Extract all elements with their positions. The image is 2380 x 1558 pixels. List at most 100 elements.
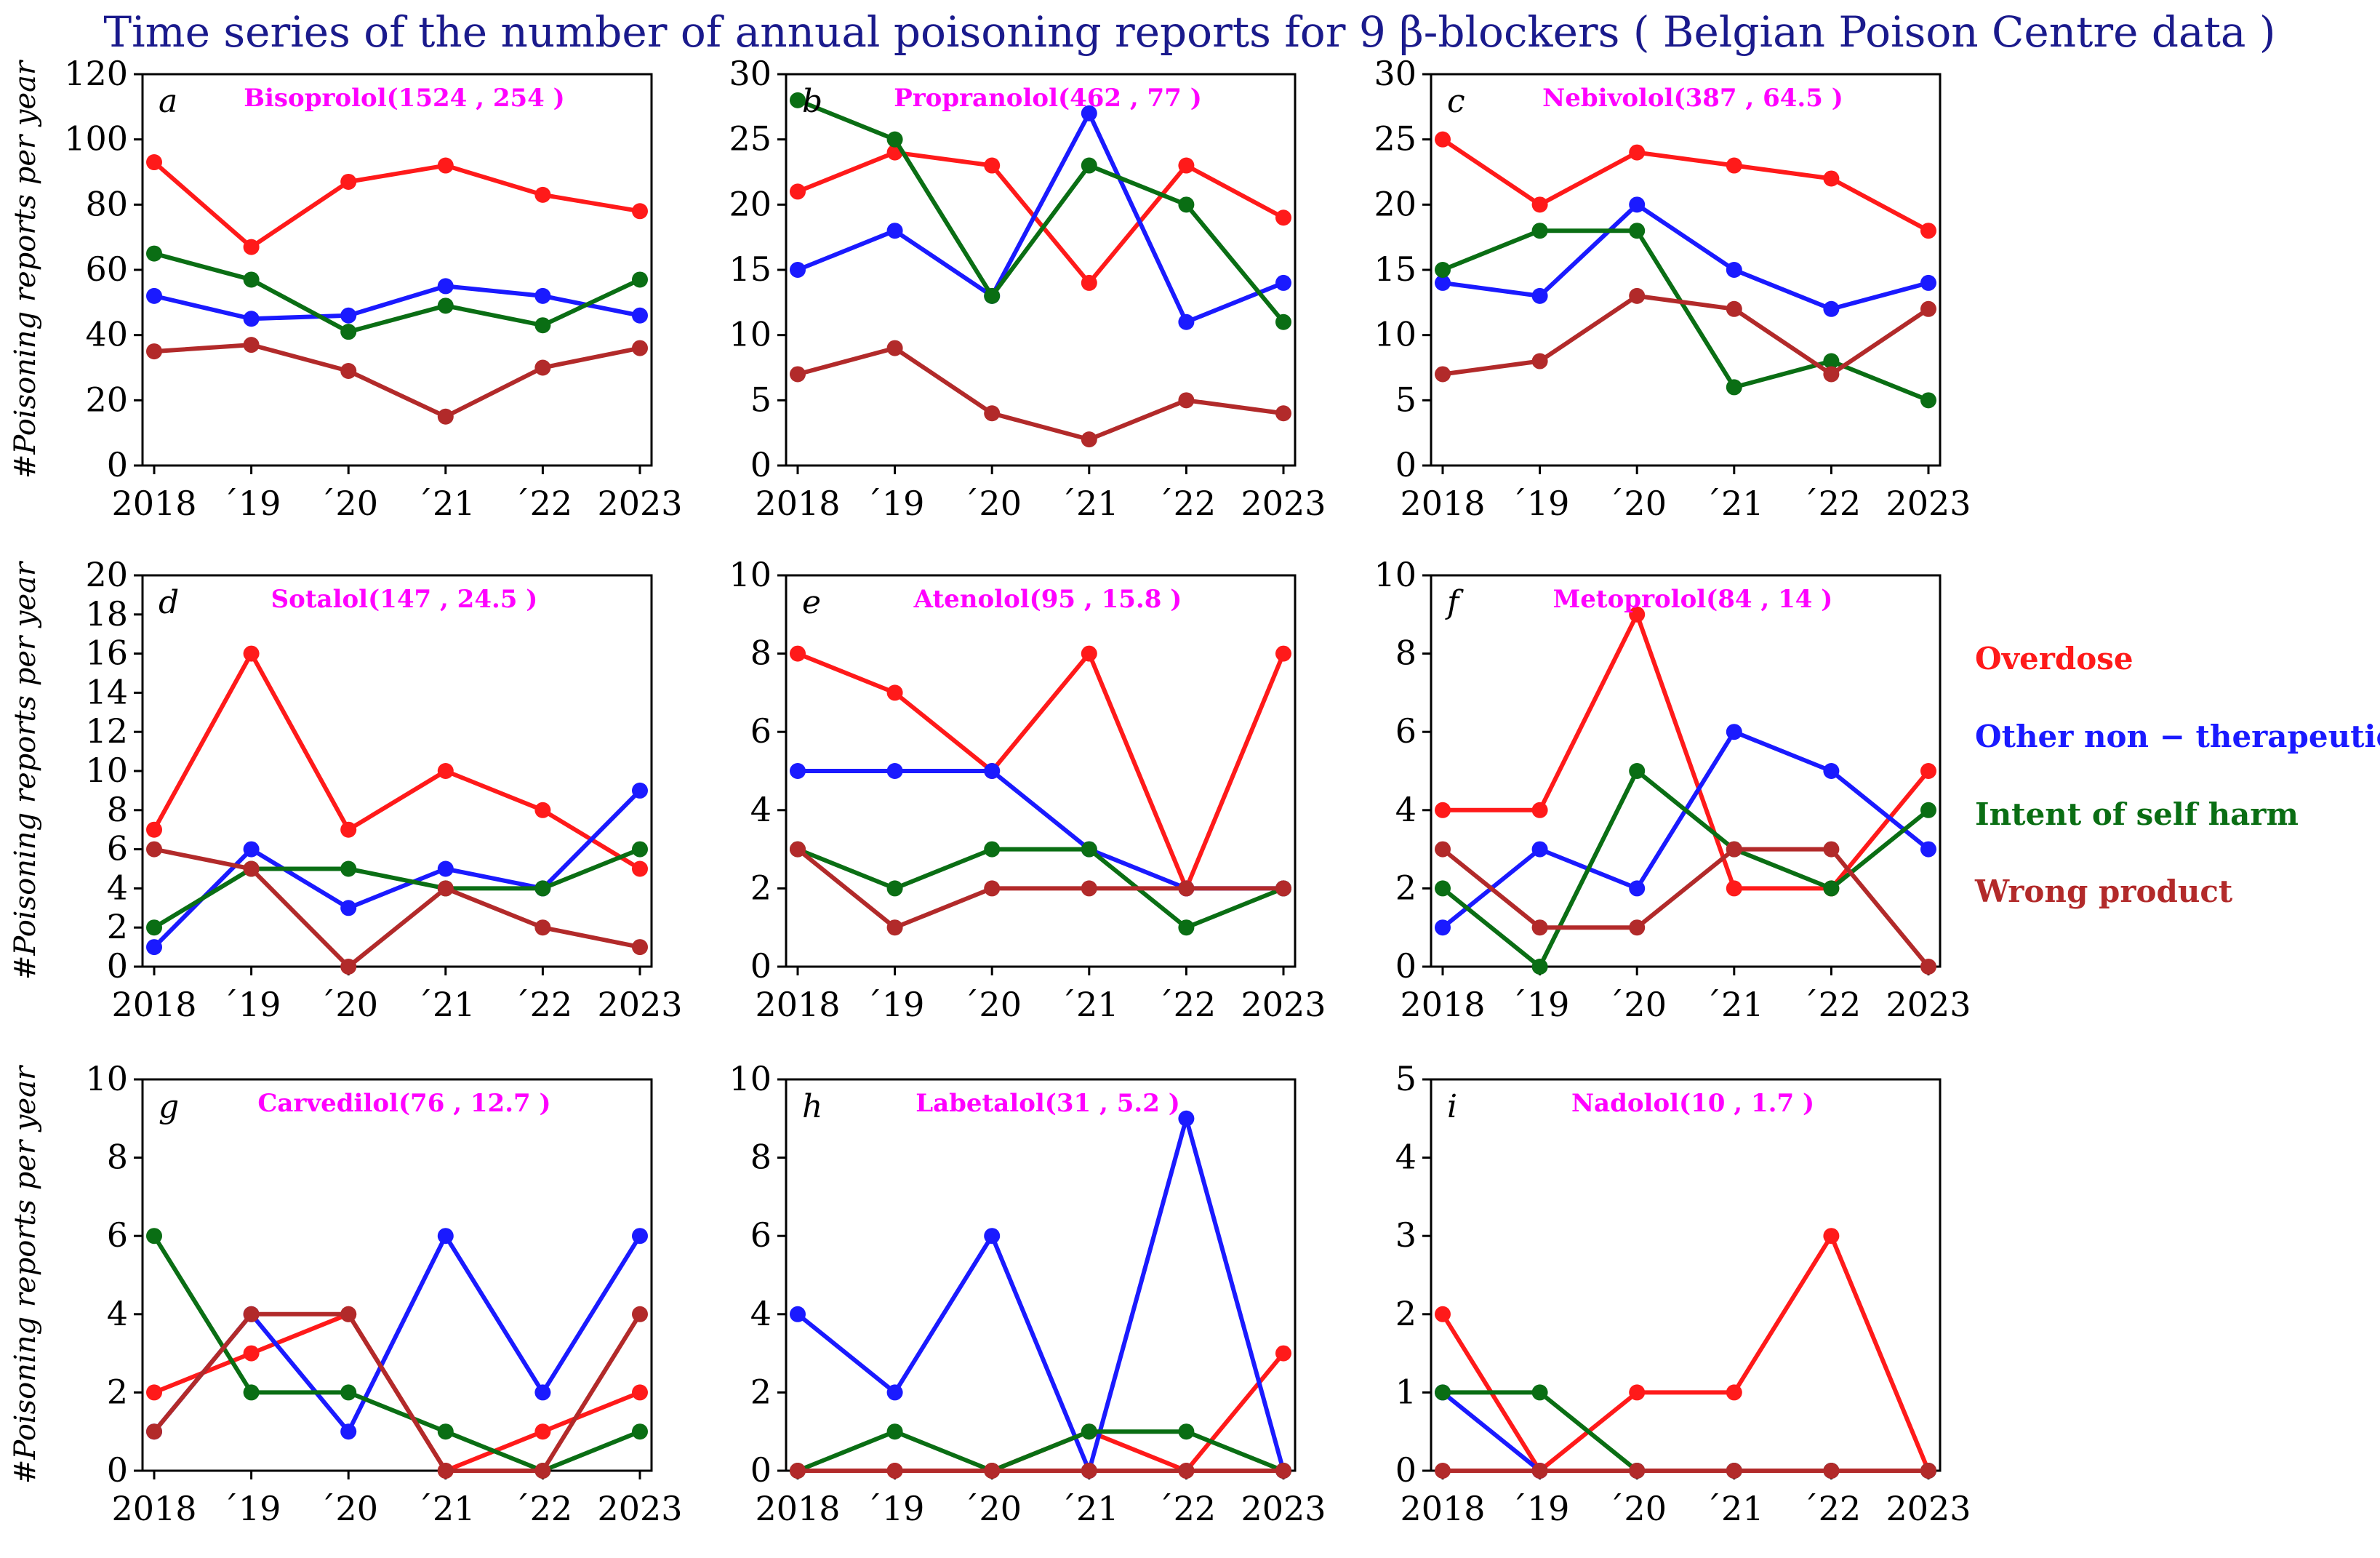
data-point: [146, 841, 162, 858]
series-wrong-product: [790, 340, 1291, 448]
y-tick-label: 0: [107, 445, 128, 484]
series-line: [796, 1116, 1286, 1473]
data-point: [1823, 300, 1840, 317]
data-point: [1823, 353, 1840, 369]
series-other-non-therapeutic: [790, 1110, 1291, 1479]
data-point: [340, 860, 357, 877]
data-point: [1275, 880, 1291, 897]
data-point: [1531, 353, 1548, 369]
data-point: [437, 880, 454, 897]
x-tick-label: 2023: [1241, 1489, 1326, 1528]
data-point: [1081, 645, 1097, 662]
data-point: [146, 939, 162, 956]
data-point: [437, 763, 454, 779]
series-wrong-product: [1435, 841, 1936, 975]
y-tick-label: 15: [729, 249, 772, 289]
data-point: [1726, 157, 1742, 174]
data-point: [1081, 1463, 1097, 1479]
panel-title: Labetalol(31 , 5.2 ): [915, 1089, 1180, 1118]
series-other-non-therapeutic: [146, 1228, 648, 1440]
data-point: [1823, 366, 1840, 383]
panel-title: Propranolol(462 , 77 ): [894, 84, 1202, 113]
y-tick-label: 5: [1395, 1059, 1417, 1098]
x-tick-label: 2018: [1400, 985, 1485, 1024]
y-axis-label: #Poisoning reports per year: [9, 1064, 42, 1484]
series-wrong-product: [1435, 287, 1936, 383]
y-tick-label: 10: [1374, 315, 1417, 354]
y-tick-label: 4: [750, 790, 772, 829]
x-tick-label: 2018: [111, 484, 196, 523]
data-point: [1920, 959, 1936, 975]
data-point: [437, 278, 454, 295]
x-tick-label: ´19: [865, 985, 925, 1024]
data-point: [1178, 196, 1195, 213]
data-point: [1629, 1384, 1646, 1401]
data-point: [340, 1384, 357, 1401]
data-point: [632, 1306, 648, 1322]
y-tick-label: 10: [729, 1059, 772, 1098]
data-point: [1629, 880, 1646, 897]
data-point: [146, 1228, 162, 1245]
data-point: [1435, 262, 1451, 278]
y-tick-label: 25: [729, 119, 772, 159]
data-point: [1081, 157, 1097, 174]
data-point: [1726, 1384, 1742, 1401]
x-tick-label: 2023: [1886, 985, 1971, 1024]
data-point: [1823, 170, 1840, 187]
data-point: [1629, 919, 1646, 936]
data-point: [1629, 287, 1646, 304]
data-point: [984, 763, 1001, 779]
x-tick-label: ´22: [1802, 1489, 1862, 1528]
data-point: [243, 337, 260, 353]
x-tick-label: ´19: [222, 1489, 281, 1528]
data-point: [1275, 645, 1291, 662]
data-point: [1823, 1228, 1840, 1245]
series-line: [797, 345, 1284, 442]
x-tick-label: ´21: [416, 985, 476, 1024]
panel-title: Bisoprolol(1524 , 254 ): [244, 84, 564, 113]
x-tick-label: ´21: [1059, 985, 1119, 1024]
data-point: [534, 802, 551, 818]
series-intent-of-self-harm: [790, 92, 1291, 330]
series-line: [153, 160, 641, 249]
data-point: [1629, 144, 1646, 161]
data-point: [243, 311, 260, 327]
y-tick-label: 20: [729, 184, 772, 223]
y-tick-label: 10: [1374, 555, 1417, 594]
y-tick-label: 2: [750, 1372, 772, 1411]
plot-frame: [1430, 73, 1942, 467]
data-point: [534, 287, 551, 304]
data-point: [340, 821, 357, 838]
series-overdose: [1435, 606, 1936, 897]
data-point: [437, 297, 454, 314]
y-tick-label: 6: [107, 829, 128, 868]
x-tick-label: 2018: [1400, 484, 1485, 523]
x-tick-label: ´20: [318, 985, 378, 1024]
data-point: [146, 919, 162, 936]
y-tick-label: 0: [750, 1450, 772, 1490]
data-point: [146, 821, 162, 838]
y-tick-label: 6: [1395, 711, 1417, 751]
y-tick-label: 20: [1374, 184, 1417, 223]
panel-a: 0 20 40 60 80 100 120 2018 ´19 ´20 ´21 ´22 2023 a Biso…: [9, 54, 683, 523]
y-tick-label: 30: [1374, 54, 1417, 93]
data-point: [1629, 1463, 1646, 1479]
y-tick-label: 2: [1395, 868, 1417, 907]
data-point: [437, 1228, 454, 1245]
x-tick-label: ´21: [1704, 1489, 1764, 1528]
y-tick-label: 0: [750, 946, 772, 986]
panel-letter: d: [159, 584, 179, 621]
series-line: [153, 847, 641, 930]
data-point: [1920, 300, 1936, 317]
y-tick-label: 20: [85, 555, 128, 594]
panel-title: Atenolol(95 , 15.8 ): [913, 585, 1182, 614]
y-tick-label: 4: [107, 868, 128, 907]
data-point: [790, 262, 806, 278]
data-point: [984, 157, 1001, 174]
y-tick-label: 6: [750, 711, 772, 751]
data-point: [146, 1384, 162, 1401]
data-point: [1531, 1384, 1548, 1401]
y-tick-label: 40: [85, 315, 128, 354]
